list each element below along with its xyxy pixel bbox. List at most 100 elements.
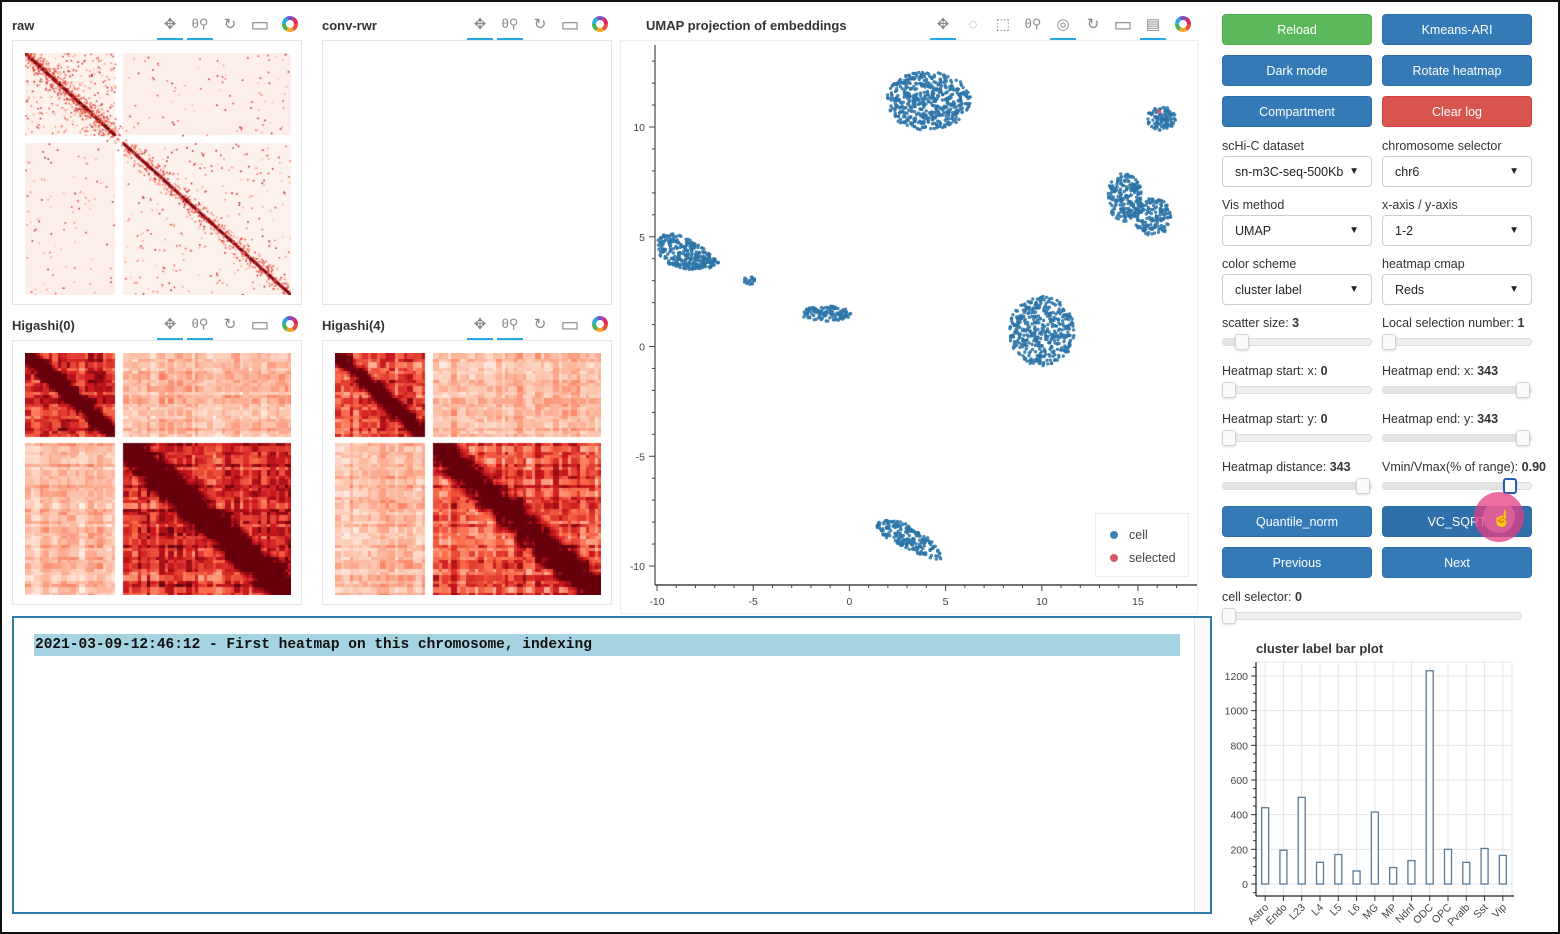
svg-text:-5: -5 bbox=[749, 596, 758, 608]
heatmap-distance-slider[interactable] bbox=[1222, 478, 1372, 494]
slider-handle[interactable] bbox=[1516, 430, 1530, 446]
vis-method-select[interactable]: UMAP ▼ bbox=[1222, 215, 1372, 246]
reset-icon[interactable]: ↻ bbox=[223, 316, 237, 333]
rotate-heatmap-button[interactable]: Rotate heatmap bbox=[1382, 55, 1532, 86]
caret-down-icon: ▼ bbox=[1349, 225, 1359, 236]
reset-icon[interactable]: ↻ bbox=[223, 16, 237, 33]
heatmap-end-y-slider[interactable] bbox=[1382, 430, 1532, 446]
svg-text:0: 0 bbox=[639, 342, 645, 354]
previous-button[interactable]: Previous bbox=[1222, 547, 1372, 578]
axes-select[interactable]: 1-2 ▼ bbox=[1382, 215, 1532, 246]
wheel-zoom-icon[interactable]: θ⚲ bbox=[495, 312, 525, 340]
umap-scatter-plot[interactable]: -10 -5 0 5 10 -10 -5 0 5 10 15 bbox=[621, 41, 1199, 615]
wheel-zoom-icon[interactable]: θ⚲ bbox=[1024, 16, 1042, 31]
raw-heatmap-frame[interactable] bbox=[12, 40, 302, 305]
log-scrollbar[interactable] bbox=[1194, 618, 1210, 912]
slider-handle[interactable] bbox=[1356, 478, 1370, 494]
log-panel[interactable]: 2021-03-09-12:46:12 - First heatmap on t… bbox=[12, 616, 1212, 914]
heatmap-start-y-slider[interactable] bbox=[1222, 430, 1372, 446]
reload-button[interactable]: Reload bbox=[1222, 14, 1372, 45]
local-selection-slider[interactable] bbox=[1382, 334, 1532, 350]
color-scheme-select[interactable]: cluster label ▼ bbox=[1222, 274, 1372, 305]
quantile-norm-button[interactable]: Quantile_norm bbox=[1222, 506, 1372, 537]
heatmap-start-x-slider[interactable] bbox=[1222, 382, 1372, 398]
raw-toolbar: ✥ θ⚲ ↻ ▭ bbox=[155, 12, 305, 40]
svg-text:15: 15 bbox=[1132, 596, 1144, 608]
wheel-zoom-icon[interactable]: θ⚲ bbox=[185, 312, 215, 340]
caret-down-icon: ▼ bbox=[1509, 284, 1519, 295]
dataset-label: scHi-C dataset bbox=[1222, 139, 1304, 153]
lasso-select-icon[interactable]: ◌ bbox=[968, 15, 978, 33]
heatmap-end-y-label: Heatmap end: y: 343 bbox=[1382, 412, 1499, 426]
axes-label: x-axis / y-axis bbox=[1382, 198, 1458, 212]
dark-mode-button[interactable]: Dark mode bbox=[1222, 55, 1372, 86]
vminmax-label: Vmin/Vmax(% of range): 0.90 bbox=[1382, 460, 1546, 474]
pan-icon[interactable]: ✥ bbox=[155, 12, 185, 40]
pan-icon[interactable]: ✥ bbox=[465, 12, 495, 40]
save-icon[interactable]: ▭ bbox=[250, 313, 270, 336]
save-icon[interactable]: ▭ bbox=[560, 313, 580, 336]
wheel-zoom-icon[interactable]: θ⚲ bbox=[185, 12, 215, 40]
heatmap-end-x-slider[interactable] bbox=[1382, 382, 1532, 398]
log-line: 2021-03-09-12:46:12 - First heatmap on t… bbox=[34, 634, 1180, 656]
svg-text:600: 600 bbox=[1230, 775, 1248, 787]
bokeh-logo-icon[interactable] bbox=[1168, 12, 1198, 36]
save-icon[interactable]: ▭ bbox=[250, 13, 270, 36]
conv-rwr-panel-title: conv-rwr bbox=[322, 18, 377, 33]
caret-down-icon: ▼ bbox=[1509, 166, 1519, 177]
bokeh-logo-icon[interactable] bbox=[585, 12, 615, 36]
slider-handle[interactable] bbox=[1222, 430, 1236, 446]
svg-text:5: 5 bbox=[639, 232, 645, 244]
hand-cursor-icon: ☝ bbox=[1492, 511, 1512, 528]
higashi0-heatmap[interactable] bbox=[25, 353, 291, 595]
reset-icon[interactable]: ↻ bbox=[1086, 16, 1100, 33]
cell-selector-label: cell selector: 0 bbox=[1222, 590, 1302, 604]
tap-icon[interactable]: ◎ bbox=[1048, 12, 1078, 40]
raw-heatmap[interactable] bbox=[25, 53, 291, 295]
wheel-zoom-icon[interactable]: θ⚲ bbox=[495, 12, 525, 40]
cell-selector-slider[interactable] bbox=[1222, 608, 1522, 624]
dataset-select[interactable]: sn-m3C-seq-500Kb ▼ bbox=[1222, 156, 1372, 187]
svg-text:-5: -5 bbox=[636, 451, 645, 463]
pan-icon[interactable]: ✥ bbox=[928, 12, 958, 40]
slider-handle[interactable] bbox=[1222, 382, 1236, 398]
bokeh-logo-icon[interactable] bbox=[275, 12, 305, 36]
kmeans-ari-button[interactable]: Kmeans-ARI bbox=[1382, 14, 1532, 45]
chromosome-select[interactable]: chr6 ▼ bbox=[1382, 156, 1532, 187]
bokeh-logo-icon[interactable] bbox=[275, 312, 305, 336]
bokeh-logo-icon[interactable] bbox=[585, 312, 615, 336]
higashi0-panel-title: Higashi(0) bbox=[12, 318, 75, 333]
slider-handle[interactable] bbox=[1516, 382, 1530, 398]
save-icon[interactable]: ▭ bbox=[560, 13, 580, 36]
reset-icon[interactable]: ↻ bbox=[533, 16, 547, 33]
svg-text:200: 200 bbox=[1230, 844, 1248, 856]
slider-handle[interactable] bbox=[1235, 334, 1249, 350]
pan-icon[interactable]: ✥ bbox=[155, 312, 185, 340]
compartment-button[interactable]: Compartment bbox=[1222, 96, 1372, 127]
higashi4-heatmap[interactable] bbox=[335, 353, 601, 595]
clear-log-button[interactable]: Clear log bbox=[1382, 96, 1532, 127]
svg-text:0: 0 bbox=[1242, 879, 1248, 891]
conv-rwr-heatmap-frame[interactable] bbox=[322, 40, 612, 305]
legend-item-selected[interactable]: selected bbox=[1110, 551, 1176, 565]
higashi4-heatmap-frame[interactable] bbox=[322, 340, 612, 605]
vminmax-slider[interactable] bbox=[1382, 478, 1532, 494]
hover-icon[interactable]: ▤ bbox=[1138, 12, 1168, 40]
svg-text:L5: L5 bbox=[1328, 902, 1345, 919]
legend-item-cell[interactable]: cell bbox=[1110, 528, 1148, 542]
save-icon[interactable]: ▭ bbox=[1113, 13, 1133, 36]
higashi0-heatmap-frame[interactable] bbox=[12, 340, 302, 605]
slider-handle[interactable] bbox=[1222, 608, 1236, 624]
pan-icon[interactable]: ✥ bbox=[465, 312, 495, 340]
reset-icon[interactable]: ↻ bbox=[533, 316, 547, 333]
caret-down-icon: ▼ bbox=[1349, 284, 1359, 295]
heatmap-distance-label: Heatmap distance: 343 bbox=[1222, 460, 1351, 474]
scatter-size-slider[interactable] bbox=[1222, 334, 1372, 350]
box-select-icon[interactable]: ⬚ bbox=[995, 16, 1011, 33]
next-button[interactable]: Next bbox=[1382, 547, 1532, 578]
umap-plot-frame[interactable]: -10 -5 0 5 10 -10 -5 0 5 10 15 cell selected bbox=[620, 40, 1198, 614]
slider-handle[interactable] bbox=[1503, 478, 1517, 494]
slider-handle[interactable] bbox=[1382, 334, 1396, 350]
cmap-select[interactable]: Reds ▼ bbox=[1382, 274, 1532, 305]
